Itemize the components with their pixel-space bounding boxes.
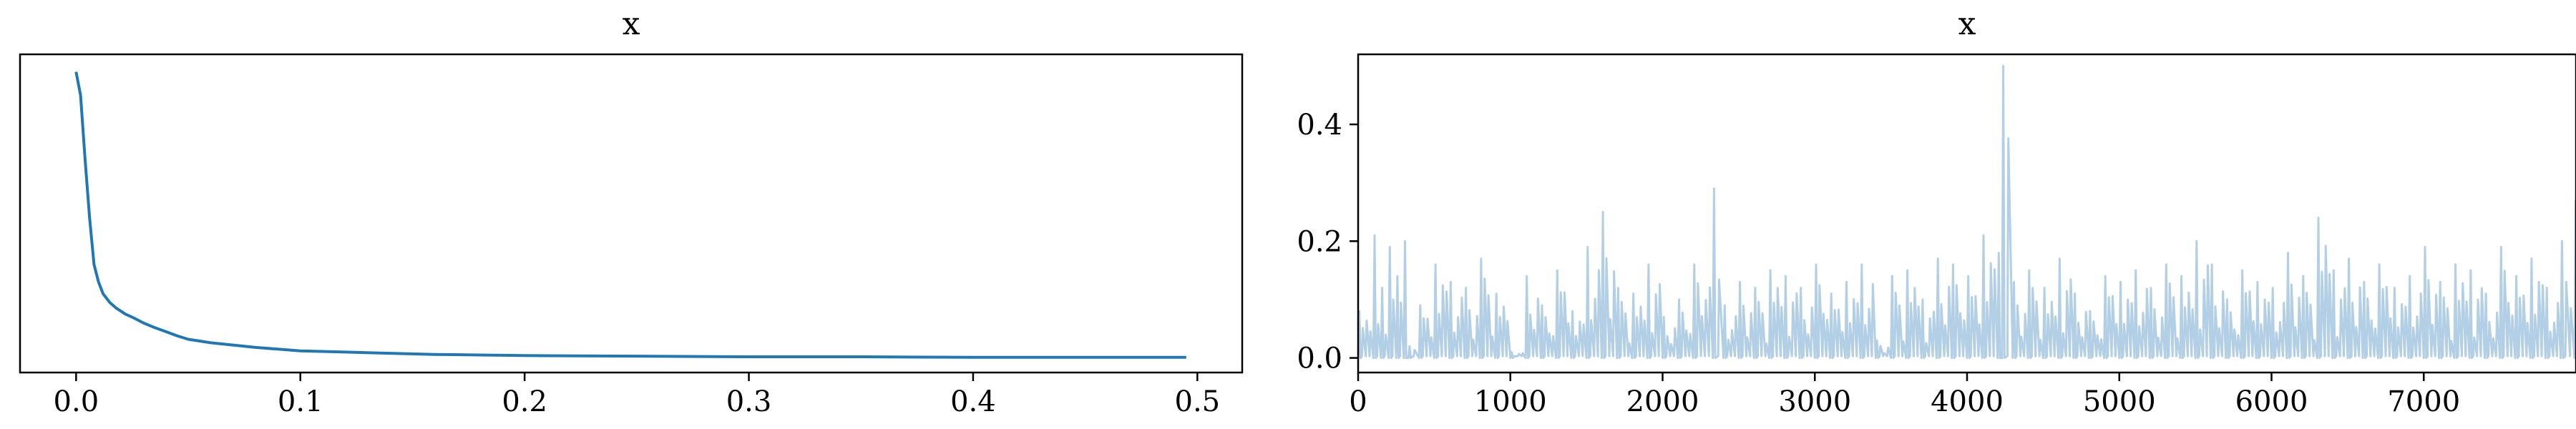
density-panel-title: x	[623, 6, 640, 42]
x-tick-label: 0.5	[1175, 385, 1221, 418]
trace-x-axis-ticks: 0 1000 2000 3000 4000 5000 6000 7000	[1349, 373, 2460, 418]
x-tick-label: 2000	[1626, 385, 1699, 418]
trace-panel-title: x	[1958, 6, 1976, 42]
x-tick-label: 0.1	[278, 385, 323, 418]
y-tick-label: 0.0	[1297, 342, 1342, 375]
x-tick-label: 3000	[1778, 385, 1851, 418]
trace-y-axis-ticks: 0.0 0.2 0.4	[1297, 109, 1358, 375]
x-tick-label: 0.2	[502, 385, 547, 418]
trace-series-line-0	[1357, 64, 2576, 360]
x-tick-label: 6000	[2235, 385, 2308, 418]
x-tick-label: 7000	[2387, 385, 2460, 418]
trace-marks	[1357, 64, 2576, 360]
y-tick-label: 0.4	[1297, 109, 1342, 142]
density-plot-frame	[19, 53, 1244, 374]
x-tick-label: 0.0	[54, 385, 99, 418]
x-tick-label: 4000	[1931, 385, 2004, 418]
density-panel: x 0.0 0.1 0.2 0.3 0.4 0.5	[19, 6, 1244, 418]
density-x-axis-ticks: 0.0 0.1 0.2 0.3 0.4 0.5	[54, 373, 1221, 418]
x-tick-label: 0	[1349, 385, 1367, 418]
x-tick-label: 5000	[2083, 385, 2156, 418]
x-tick-label: 1000	[1474, 385, 1547, 418]
y-tick-label: 0.2	[1297, 225, 1342, 258]
x-tick-label: 0.4	[950, 385, 996, 418]
trace-plot-frame	[1357, 53, 2576, 374]
trace-panel: x 0 1000 2000 3000 4000 5000 6000 7000 0.00.20.…	[1297, 6, 2576, 418]
x-tick-label: 0.3	[726, 385, 772, 418]
density-series-line-0	[74, 72, 1186, 359]
density-marks	[74, 72, 1186, 359]
